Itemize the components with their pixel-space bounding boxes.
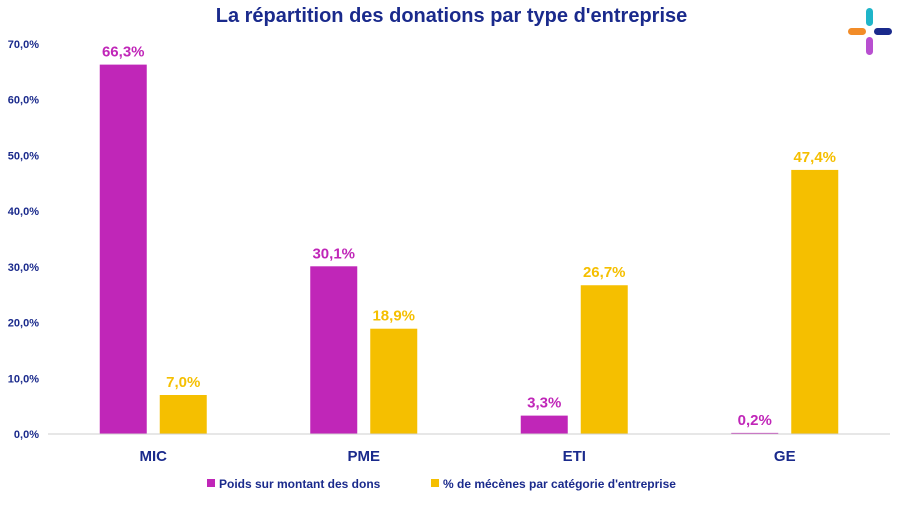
data-label: 18,9% [372,308,415,325]
y-tick-label: 20,0% [8,318,39,330]
legend-swatch [207,479,215,487]
x-tick-label: GE [774,448,796,465]
plus-logo-icon [848,8,892,55]
y-tick-label: 50,0% [8,150,39,162]
y-tick-label: 60,0% [8,95,39,107]
data-label: 26,7% [583,264,626,281]
bar-poids-dons-pme [310,266,358,434]
y-tick-label: 30,0% [8,262,39,274]
legend-label: % de mécènes par catégorie d'entreprise [443,477,676,491]
x-tick-label: PME [347,448,380,465]
bar-group-mic: 66,3% 7,0% [99,44,207,434]
bar-poids-dons-mic [99,64,147,434]
y-tick-label: 70,0% [8,39,39,51]
bar-group-ge: 0,2% 47,4% [731,149,839,434]
bar-pct-mecenes-eti [580,285,628,434]
chart-title: La répartition des donations par type d'… [215,5,688,27]
legend-label: Poids sur montant des dons [219,477,381,491]
x-tick-label: MIC [140,448,168,465]
data-label: 47,4% [793,149,836,166]
data-label: 30,1% [312,245,355,262]
bar-poids-dons-ge [731,432,779,434]
bar-poids-dons-eti [520,415,568,434]
logo-bottom-bar [866,37,873,55]
logo-right-bar [874,28,892,35]
logo-top-bar [866,8,873,26]
x-tick-label: ETI [563,448,586,465]
y-tick-label: 0,0% [14,429,39,441]
bar-group-eti: 3,3% 26,7% [520,264,628,434]
logo-left-bar [848,28,866,35]
bar-pct-mecenes-ge [791,169,839,434]
bar-group-pme: 30,1% 18,9% [310,245,418,434]
data-label: 66,3% [102,44,145,61]
data-label: 7,0% [166,374,200,391]
data-label: 0,2% [738,412,772,429]
legend-swatch [431,479,439,487]
data-label: 3,3% [527,395,561,412]
bar-pct-mecenes-pme [370,328,418,434]
y-tick-label: 10,0% [8,373,39,385]
bar-pct-mecenes-mic [159,395,207,434]
y-tick-label: 40,0% [8,206,39,218]
